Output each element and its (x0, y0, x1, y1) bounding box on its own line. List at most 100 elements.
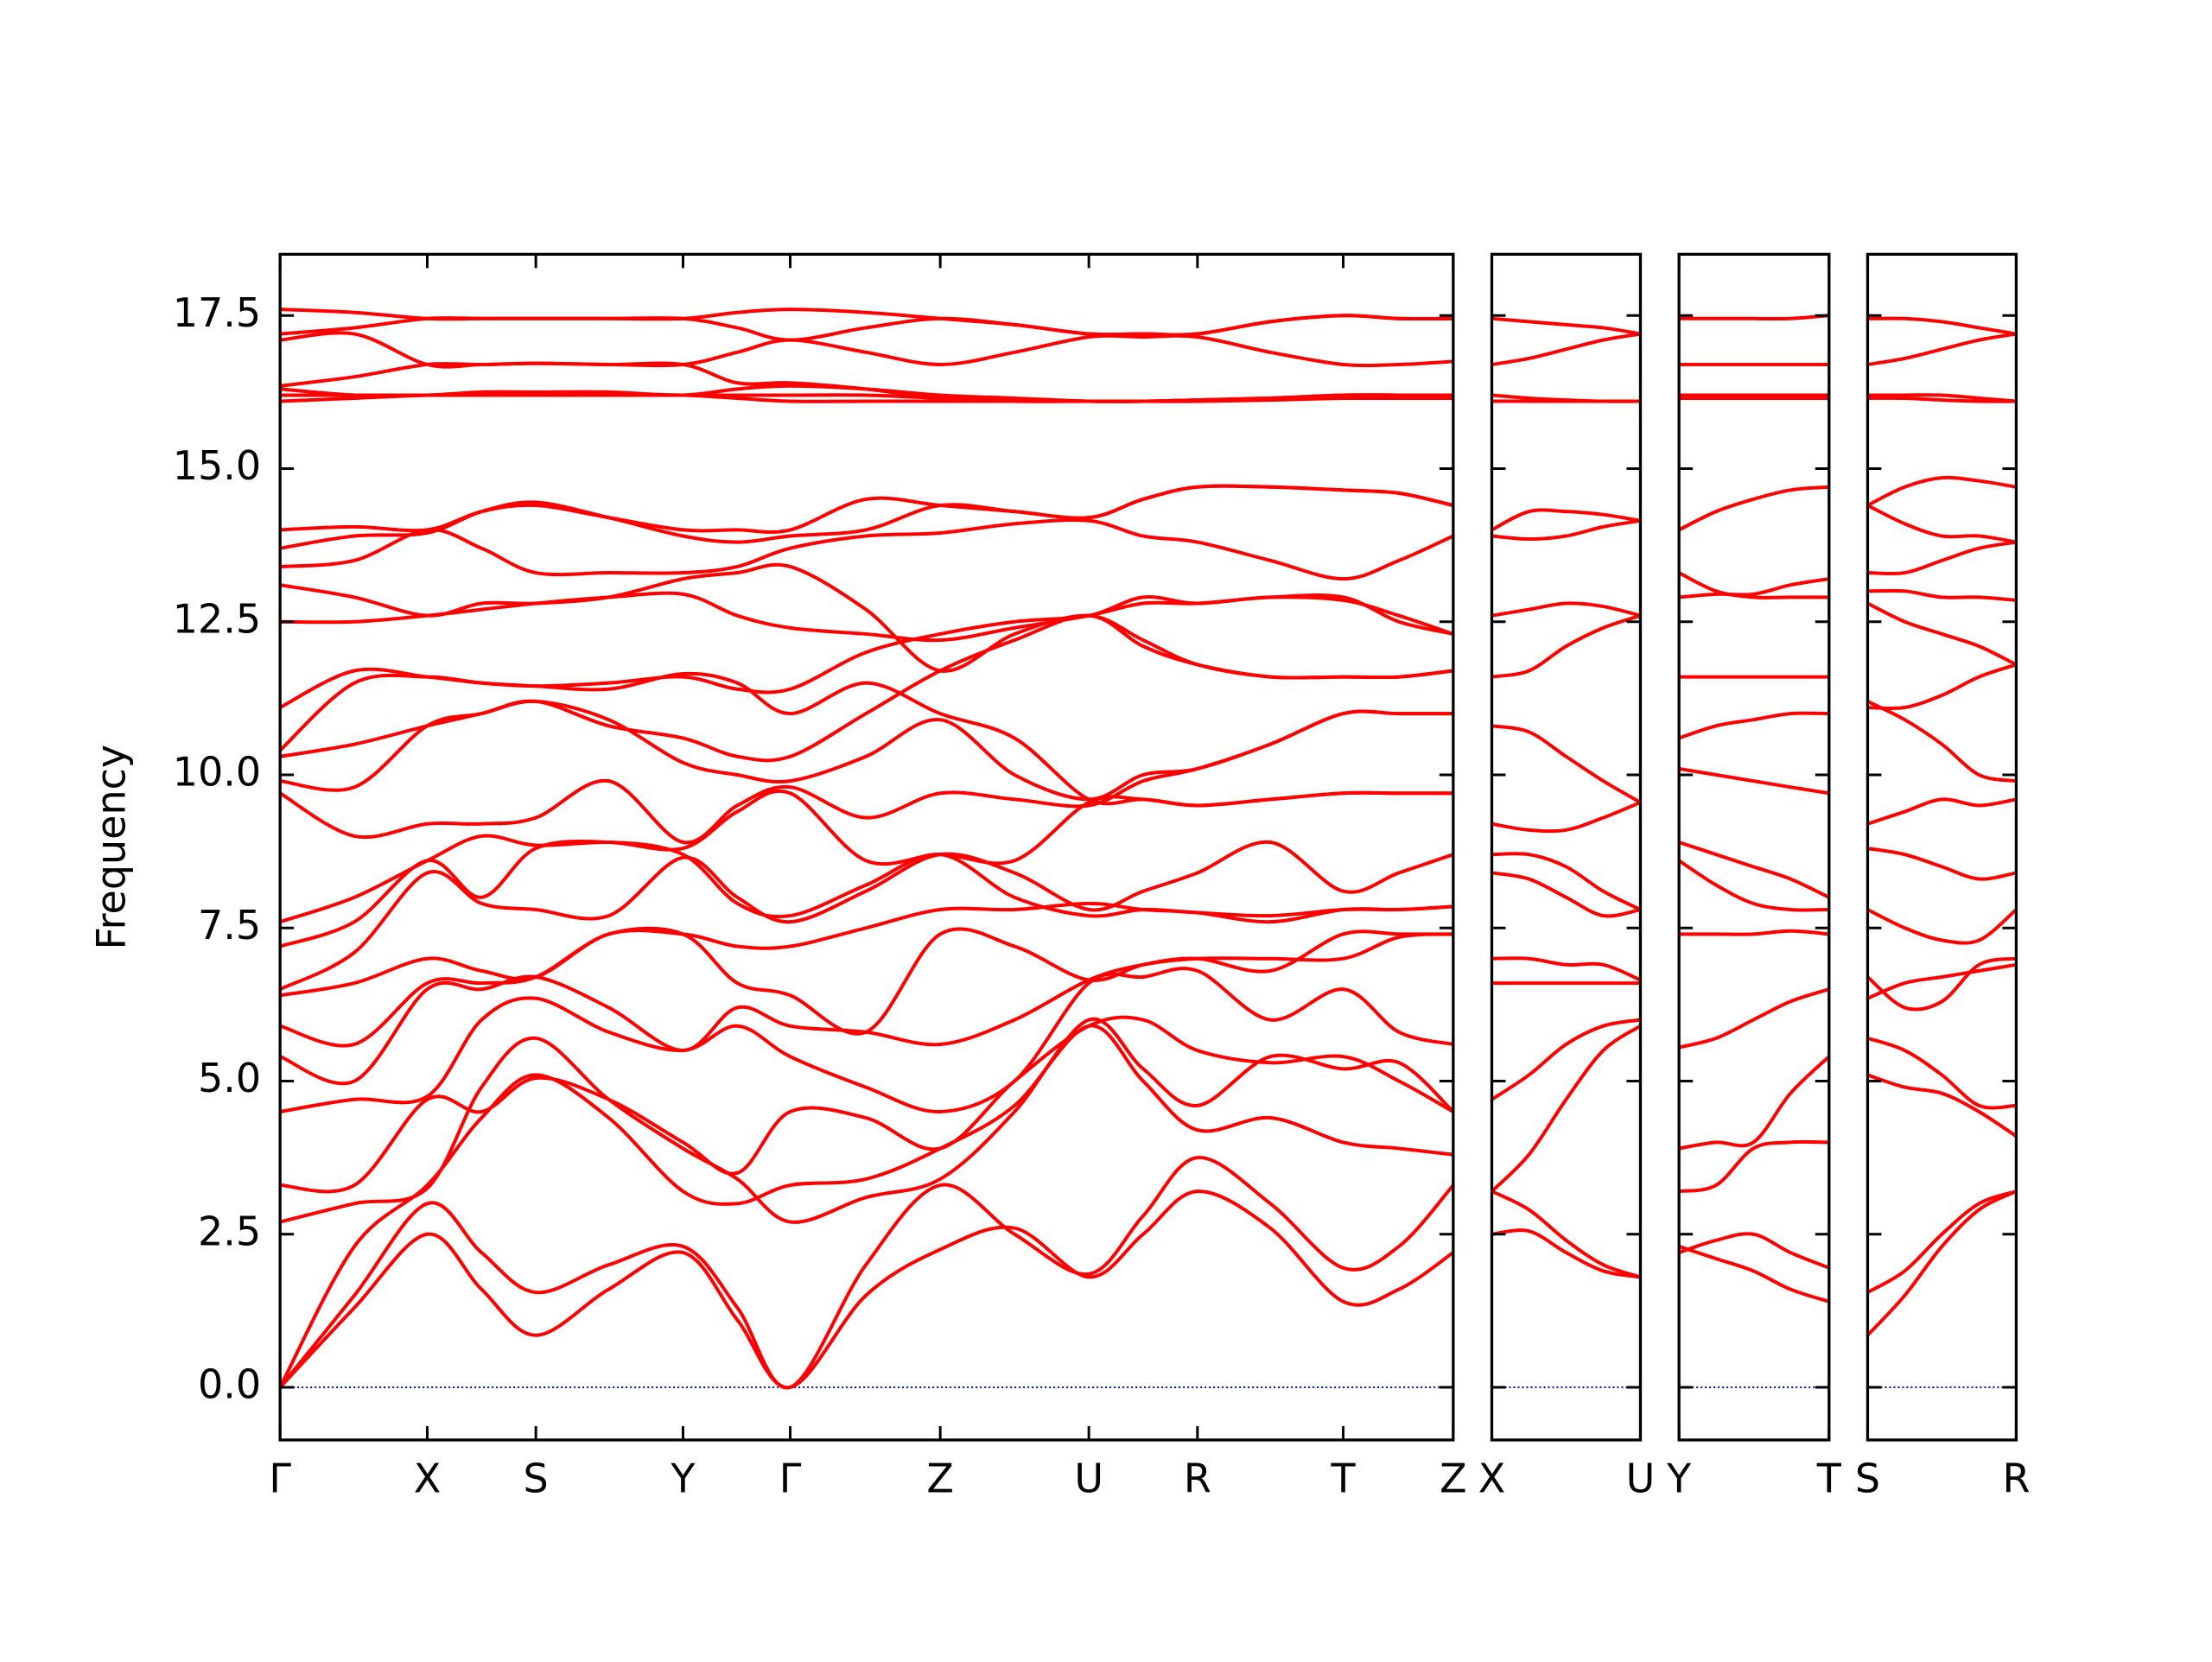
x-tick-label: T (1816, 1455, 1842, 1501)
x-tick-label: T (1330, 1455, 1356, 1501)
band-line (1867, 393, 2017, 403)
x-tick-label: Γ (269, 1455, 291, 1501)
band-line (1491, 508, 1641, 532)
band-line (1867, 663, 2018, 711)
band-line (1491, 393, 1641, 403)
band-line (279, 901, 1453, 998)
y-tick-label: 5.0 (198, 1055, 261, 1101)
band-line (1678, 841, 1830, 899)
band-line (1678, 1055, 1831, 1151)
band-line (1491, 613, 1642, 679)
band-line (1678, 577, 1830, 599)
band-line (1491, 316, 1641, 336)
band-line (1867, 540, 2017, 576)
band-line (1867, 847, 2017, 881)
band-line (1866, 1189, 2018, 1294)
band-line (1866, 700, 2017, 783)
band-line (279, 1017, 1455, 1224)
x-tick-label: Y (1666, 1455, 1692, 1501)
band-line (1491, 518, 1641, 542)
y-tick-label: 15.0 (173, 442, 261, 489)
x-tick-label: R (1184, 1455, 1211, 1501)
x-tick-label: X (414, 1455, 442, 1501)
band-line (1678, 859, 1829, 912)
y-tick-label: 7.5 (198, 902, 261, 948)
band-line (1867, 332, 2017, 366)
band-line (1679, 929, 1829, 936)
band-line (279, 840, 1454, 991)
axes-frame (278, 252, 1455, 1442)
band-line (1491, 1018, 1641, 1101)
x-tick-label: Z (1440, 1455, 1467, 1501)
band-line (1866, 797, 2017, 826)
band-line (1491, 724, 1642, 804)
y-tick-label: 10.0 (173, 749, 261, 796)
band-line (278, 1189, 1454, 1390)
band-line (1491, 1189, 1642, 1279)
band-line (1866, 475, 2017, 507)
band-line (1866, 1036, 2017, 1110)
band-line (279, 484, 1454, 550)
band-line (279, 331, 1453, 369)
y-tick-label: 17.5 (173, 289, 261, 336)
band-line (1866, 504, 2017, 544)
x-tick-label: S (524, 1455, 549, 1501)
x-tick-label: Γ (779, 1455, 802, 1501)
band-line (279, 1015, 1454, 1194)
band-line (279, 518, 1454, 581)
band-line (1678, 1245, 1830, 1304)
band-line (278, 1156, 1455, 1390)
x-tick-label: U (1074, 1455, 1103, 1501)
band-line (1866, 1189, 2018, 1337)
band-line (1491, 801, 1642, 834)
band-line (1491, 332, 1641, 366)
band-line (1491, 871, 1641, 918)
x-tick-label: Z (926, 1455, 954, 1501)
band-line (279, 967, 1454, 1113)
y-tick-label: 12.5 (173, 595, 261, 642)
x-tick-label: U (1626, 1455, 1656, 1501)
band-line (280, 308, 1453, 337)
band-line (1678, 987, 1830, 1050)
band-line (280, 591, 1454, 643)
band-line (1867, 396, 2017, 403)
band-line (279, 789, 1453, 924)
band-line (1866, 601, 2018, 667)
band-line (1678, 485, 1829, 532)
x-tick-label: S (1855, 1455, 1880, 1501)
band-line (1491, 1228, 1641, 1279)
axes-frame (1677, 252, 1831, 1442)
band-line (279, 562, 1454, 680)
y-tick-label: 2.5 (198, 1208, 261, 1254)
band-line (1867, 588, 2017, 602)
band-line (1866, 1073, 2018, 1138)
band-line (1679, 314, 1829, 321)
band-line (279, 613, 1454, 763)
x-tick-label: R (2002, 1455, 2030, 1501)
band-line (1866, 908, 2018, 945)
band-line (1678, 571, 1829, 599)
axes-frame (1490, 252, 1643, 1442)
y-tick-label: 0.0 (198, 1361, 261, 1408)
band-line (279, 839, 1453, 948)
band-line (1678, 1232, 1830, 1270)
y-axis-label: Frequency (88, 745, 135, 950)
band-line (1678, 766, 1830, 796)
band-line (1491, 852, 1642, 911)
x-tick-label: X (1478, 1455, 1506, 1501)
band-line (1678, 1139, 1829, 1194)
band-line (1867, 316, 2017, 336)
axes-frame (1866, 252, 2018, 1442)
band-line (279, 709, 1453, 845)
x-tick-label: Y (670, 1455, 696, 1501)
band-line (1866, 962, 2017, 1000)
band-line (279, 699, 1453, 802)
band-line (1678, 711, 1829, 740)
band-line (279, 926, 1453, 1048)
band-line (1866, 956, 2017, 1012)
band-line (1491, 956, 1642, 982)
band-line (280, 484, 1454, 535)
band-line (1491, 1024, 1642, 1193)
